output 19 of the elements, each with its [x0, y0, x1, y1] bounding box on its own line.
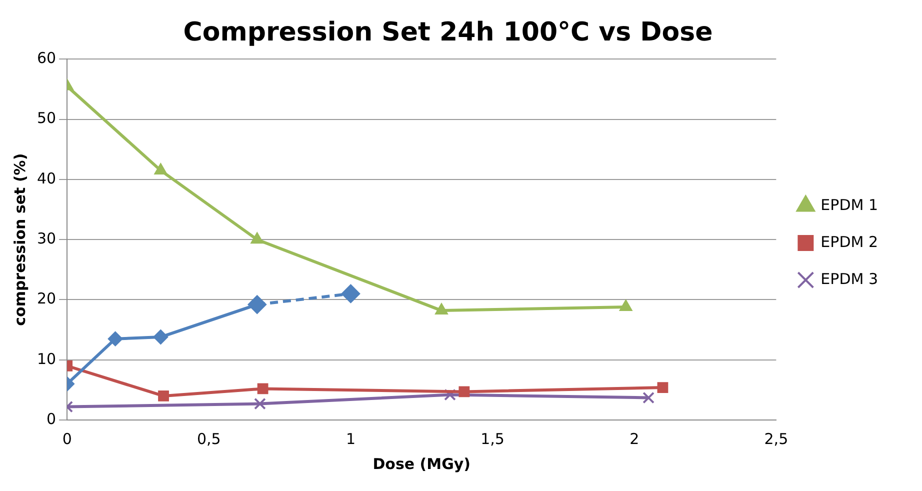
- x-axis-title: Dose (MGy): [372, 454, 471, 473]
- x-tick-label: 2: [630, 430, 640, 448]
- y-tick-label: 10: [36, 350, 56, 368]
- legend-label: EPDM 3: [820, 270, 878, 288]
- y-tick-label: 40: [36, 169, 56, 188]
- chart-title: Compression Set 24h 100°C vs Dose: [183, 17, 713, 48]
- legend-label: EPDM 2: [820, 232, 878, 251]
- y-tick-label: 60: [36, 49, 56, 68]
- x-tick-label: 1,5: [480, 430, 504, 448]
- x-tick-label: 0,5: [196, 430, 221, 448]
- y-tick-label: 50: [36, 109, 56, 128]
- x-tick-label: 1: [346, 430, 356, 448]
- y-tick-label: 30: [36, 229, 56, 248]
- legend-label: EPDM 1: [820, 196, 878, 214]
- y-tick-label: 0: [46, 410, 56, 428]
- y-axis-title: compression set (%): [10, 153, 29, 326]
- x-tick-label: 2,5: [764, 430, 788, 448]
- x-tick-label: 0: [62, 430, 72, 448]
- y-tick-label: 20: [36, 290, 56, 308]
